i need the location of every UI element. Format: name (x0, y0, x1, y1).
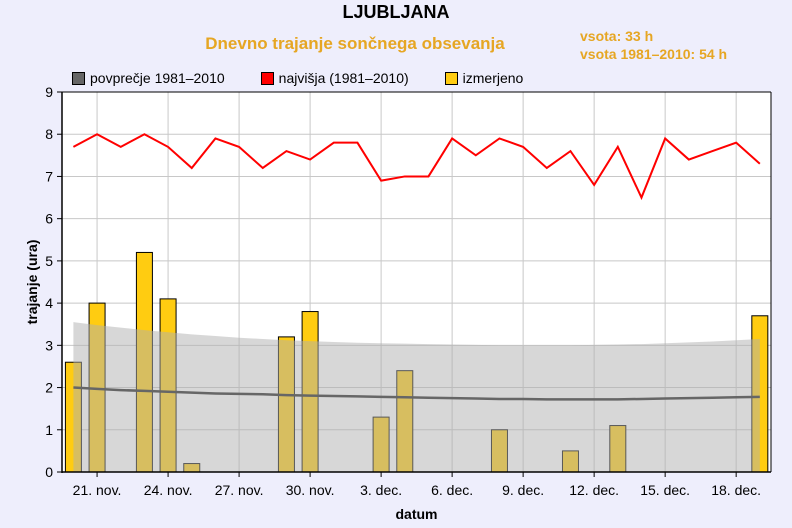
x-tick-label: 3. dec. (360, 482, 402, 498)
x-tick-label: 27. nov. (215, 482, 264, 498)
legend-label: najvišja (1981–2010) (278, 70, 409, 86)
x-tick-label: 18. dec. (711, 482, 761, 498)
y-tick-label: 9 (45, 84, 53, 100)
chart-subtitle: Dnevno trajanje sončnega obsevanja (205, 34, 505, 53)
average-line (73, 386, 760, 401)
legend-label: povprečje 1981–2010 (90, 70, 225, 86)
y-tick-label: 4 (45, 295, 53, 311)
sum-normal: vsota 1981–2010: 54 h (580, 46, 728, 62)
legend-item-measured[interactable]: izmerjeno (444, 70, 524, 86)
x-tick-label: 15. dec. (640, 482, 690, 498)
x-tick-label: 9. dec. (502, 482, 544, 498)
sum-current: vsota: 33 h (580, 28, 654, 44)
x-tick-label: 24. nov. (144, 482, 193, 498)
y-tick-label: 7 (45, 168, 53, 184)
y-tick-label: 5 (45, 253, 53, 269)
y-tick-label: 6 (45, 211, 53, 227)
y-tick-label: 3 (45, 337, 53, 353)
sums-box: vsota: 33 h vsota 1981–2010: 54 h (580, 27, 727, 63)
legend-swatch-icon (444, 71, 458, 85)
y-tick-label: 2 (45, 380, 53, 396)
chart-title: LJUBLJANA (342, 2, 450, 22)
legend-item-max[interactable]: najvišja (1981–2010) (260, 70, 409, 86)
legend: povprečje 1981–2010 najvišja (1981–2010)… (72, 70, 559, 86)
legend-item-average[interactable]: povprečje 1981–2010 (72, 70, 225, 86)
legend-swatch-icon (260, 71, 274, 85)
legend-label: izmerjeno (462, 70, 524, 86)
y-tick-label: 0 (45, 464, 53, 480)
x-tick-label: 21. nov. (73, 482, 122, 498)
x-tick-label: 30. nov. (286, 482, 335, 498)
x-tick-label: 12. dec. (569, 482, 619, 498)
y-axis-title: trajanje (ura) (24, 240, 40, 325)
max-line (72, 133, 761, 201)
x-tick-label: 6. dec. (431, 482, 473, 498)
x-axis-title: datum (396, 506, 438, 522)
y-tick-label: 1 (45, 422, 53, 438)
y-tick-label: 8 (45, 126, 53, 142)
legend-swatch-icon (72, 71, 85, 85)
